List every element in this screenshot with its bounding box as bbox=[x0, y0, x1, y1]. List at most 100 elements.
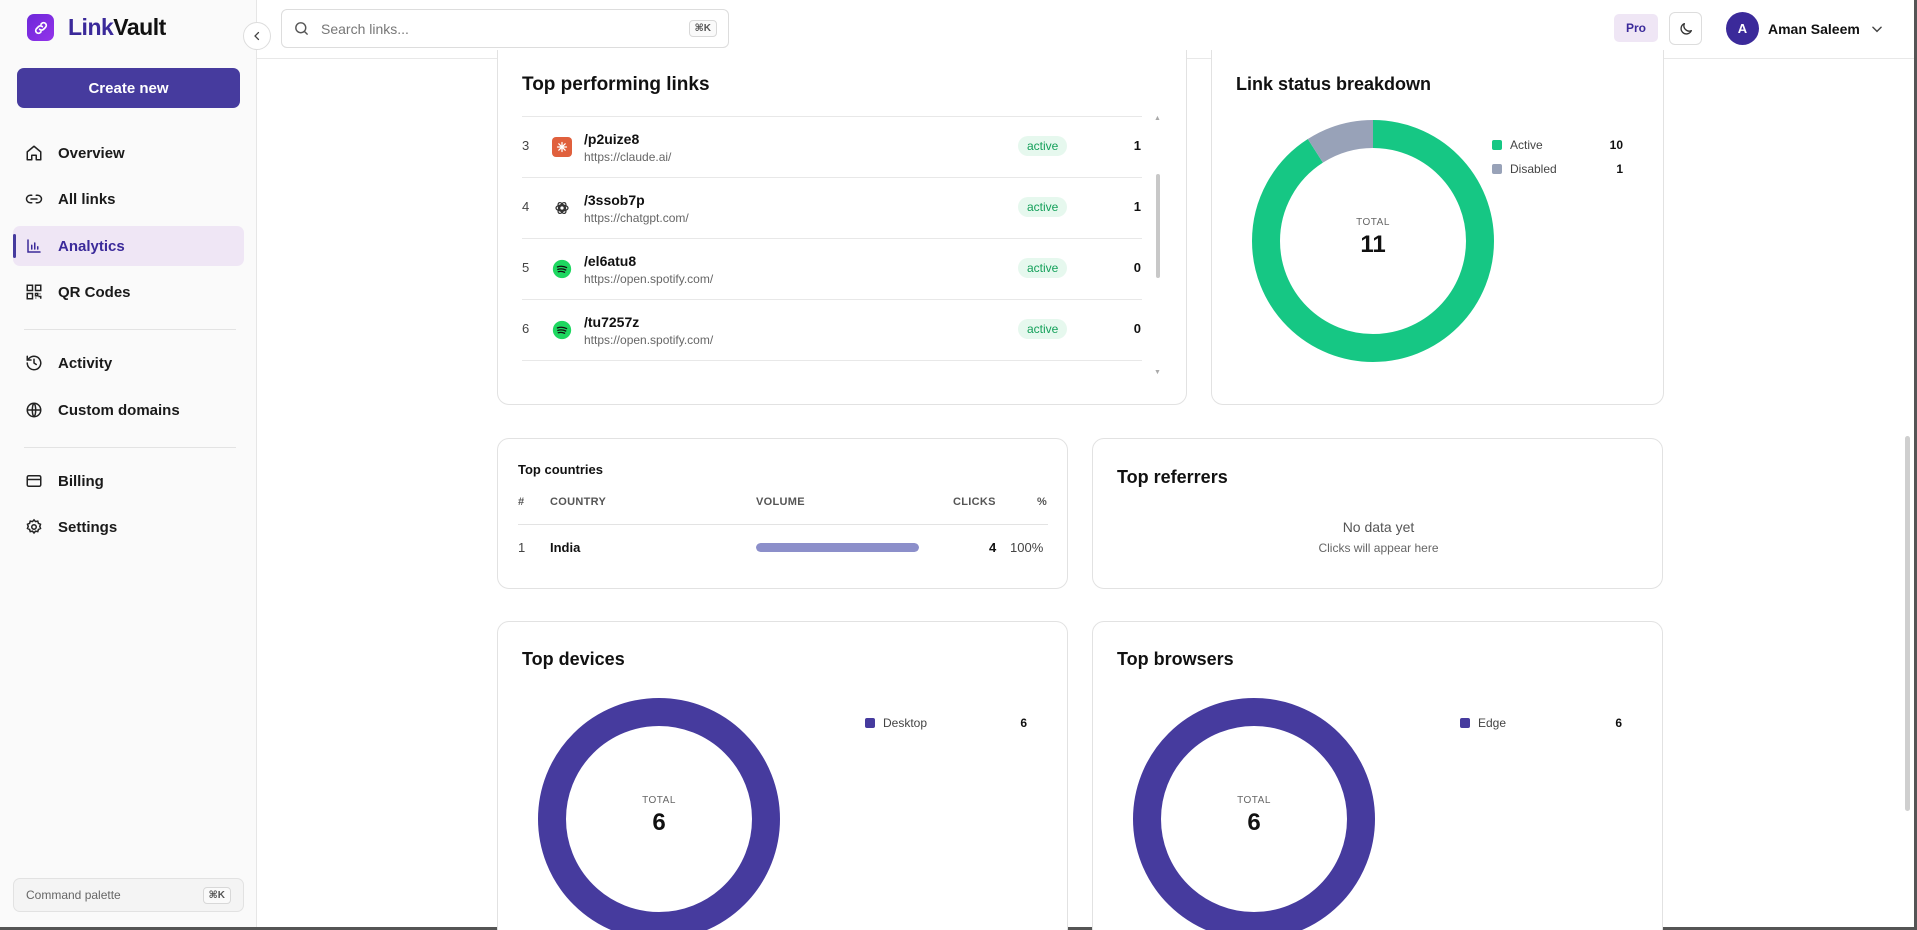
sidebar-item-label: Custom domains bbox=[58, 401, 180, 419]
browsers-donut-chart bbox=[1133, 698, 1375, 930]
search-input[interactable] bbox=[321, 20, 661, 37]
legend-item-disabled: Disabled bbox=[1492, 162, 1557, 176]
top-browsers-card: Top browsers TOTAL 6 Edge 6 bbox=[1092, 621, 1663, 930]
sidebar-item-label: Overview bbox=[58, 144, 125, 162]
sidebar-divider bbox=[24, 447, 236, 448]
table-row[interactable]: 3 /p2uize8 https://claude.ai/ active 1 bbox=[522, 116, 1142, 177]
sidebar-item-label: Settings bbox=[58, 518, 118, 536]
page-scrollbar-thumb[interactable] bbox=[1905, 436, 1910, 811]
search-bar[interactable]: ⌘K bbox=[281, 9, 729, 48]
link-rank: 3 bbox=[522, 138, 530, 153]
total-label: TOTAL bbox=[1356, 217, 1390, 228]
status-badge: active bbox=[1018, 319, 1068, 339]
legend-label: Desktop bbox=[883, 716, 928, 730]
sidebar-item-all-links[interactable]: All links bbox=[13, 179, 244, 219]
search-icon bbox=[295, 22, 308, 35]
sidebar-item-label: Billing bbox=[58, 472, 104, 490]
sidebar-item-activity[interactable]: Activity bbox=[13, 343, 244, 383]
collapse-sidebar-button[interactable] bbox=[243, 22, 271, 50]
app-name: LinkVault bbox=[68, 14, 166, 40]
user-menu[interactable]: A Aman Saleem bbox=[1726, 12, 1884, 45]
link-url: https://open.spotify.com/ bbox=[584, 333, 714, 347]
donut-center-label: TOTAL 11 bbox=[1323, 217, 1423, 259]
legend-value: 1 bbox=[1616, 162, 1623, 176]
app-logo[interactable]: LinkVault bbox=[27, 14, 166, 41]
country-name: India bbox=[550, 540, 581, 555]
bar-chart-icon bbox=[24, 236, 44, 256]
table-row[interactable]: 6 /tu7257z https://open.spotify.com/ act… bbox=[522, 299, 1142, 360]
link-slug[interactable]: /tu7257z bbox=[584, 314, 640, 330]
sidebar-item-label: Activity bbox=[58, 354, 113, 372]
legend-item-edge: Edge bbox=[1460, 716, 1506, 730]
total-value: 11 bbox=[1360, 231, 1386, 258]
gear-icon bbox=[24, 517, 44, 537]
spotify-icon bbox=[552, 320, 572, 340]
top-countries-card: Top countries # COUNTRY VOLUME CLICKS % … bbox=[497, 438, 1068, 589]
column-header-volume: VOLUME bbox=[756, 496, 805, 508]
user-name: Aman Saleem bbox=[1768, 20, 1860, 37]
sidebar-item-qr-codes[interactable]: QR Codes bbox=[13, 272, 244, 312]
top-referrers-card: Top referrers No data yet Clicks will ap… bbox=[1092, 438, 1663, 589]
sidebar-item-analytics[interactable]: Analytics bbox=[13, 226, 244, 266]
country-rank: 1 bbox=[518, 540, 526, 555]
link-slug[interactable]: /p2uize8 bbox=[584, 131, 640, 147]
card-title: Top countries bbox=[518, 462, 603, 477]
avatar: A bbox=[1726, 12, 1759, 45]
scroll-up-icon[interactable]: ▲ bbox=[1154, 115, 1161, 122]
link-status-card: Link status breakdown TOTAL 11 Active 10… bbox=[1211, 50, 1664, 405]
card-title: Top referrers bbox=[1117, 467, 1228, 487]
scrollbar-thumb[interactable] bbox=[1156, 174, 1160, 278]
top-devices-card: Top devices TOTAL 6 Desktop 6 bbox=[497, 621, 1068, 930]
legend-value: 10 bbox=[1609, 138, 1623, 152]
legend-label: Edge bbox=[1478, 716, 1507, 730]
legend-item-desktop: Desktop bbox=[865, 716, 927, 730]
openai-icon bbox=[552, 198, 572, 218]
spotify-icon bbox=[552, 259, 572, 279]
donut-segment-disabled bbox=[1252, 120, 1494, 362]
sidebar-item-billing[interactable]: Billing bbox=[13, 461, 244, 501]
sidebar: LinkVault Create new Overview All links … bbox=[0, 0, 257, 927]
sidebar-item-settings[interactable]: Settings bbox=[13, 507, 244, 547]
table-row[interactable]: 5 /el6atu8 https://open.spotify.com/ act… bbox=[522, 238, 1142, 299]
donut-segment-desktop bbox=[538, 698, 780, 930]
legend-swatch bbox=[865, 718, 875, 728]
link-clicks: 0 bbox=[1133, 260, 1141, 275]
link-slug[interactable]: /3ssob7p bbox=[584, 192, 645, 208]
column-header-country: COUNTRY bbox=[550, 496, 607, 508]
theme-toggle-button[interactable] bbox=[1669, 12, 1702, 45]
table-row[interactable] bbox=[522, 360, 1142, 421]
volume-bar bbox=[756, 543, 919, 552]
legend-label: Disabled bbox=[1510, 162, 1557, 176]
scroll-down-icon[interactable]: ▼ bbox=[1154, 369, 1161, 376]
legend-swatch bbox=[1492, 164, 1502, 174]
empty-state-title: No data yet bbox=[1342, 519, 1415, 535]
devices-donut-chart bbox=[538, 698, 780, 930]
legend-swatch bbox=[1460, 718, 1470, 728]
moon-icon bbox=[1679, 22, 1692, 35]
top-links-list[interactable]: 3 /p2uize8 https://claude.ai/ active 1 4… bbox=[522, 116, 1142, 432]
total-label: TOTAL bbox=[642, 795, 676, 806]
sidebar-item-label: Analytics bbox=[58, 237, 125, 255]
legend-value: 6 bbox=[1615, 716, 1622, 730]
top-links-card: Top performing links 3 /p2uize8 https://… bbox=[497, 50, 1187, 405]
link-logo-icon bbox=[27, 14, 54, 41]
table-row[interactable]: 4 /3ssob7p https://chatgpt.com/ active 1 bbox=[522, 177, 1142, 238]
card-title: Top browsers bbox=[1117, 649, 1234, 669]
volume-bar-fill bbox=[756, 543, 919, 552]
chevron-left-icon bbox=[254, 31, 260, 41]
country-percent: 100% bbox=[1010, 540, 1044, 555]
sidebar-divider bbox=[24, 329, 236, 330]
links-scrollbar[interactable]: ▲ ▼ bbox=[1154, 115, 1161, 379]
donut-segment-edge bbox=[1133, 698, 1375, 930]
sidebar-item-custom-domains[interactable]: Custom domains bbox=[13, 390, 244, 430]
legend-item-active: Active bbox=[1492, 138, 1543, 152]
empty-state-subtitle: Clicks will appear here bbox=[1318, 541, 1439, 555]
sidebar-item-overview[interactable]: Overview bbox=[13, 133, 244, 173]
legend-value: 6 bbox=[1020, 716, 1027, 730]
link-slug[interactable]: /el6atu8 bbox=[584, 253, 637, 269]
command-palette-button[interactable]: Command palette ⌘K bbox=[13, 878, 244, 912]
plan-badge[interactable]: Pro bbox=[1614, 14, 1658, 42]
total-value: 6 bbox=[652, 809, 666, 836]
create-new-button[interactable]: Create new bbox=[17, 68, 240, 108]
legend-label: Active bbox=[1510, 138, 1543, 152]
